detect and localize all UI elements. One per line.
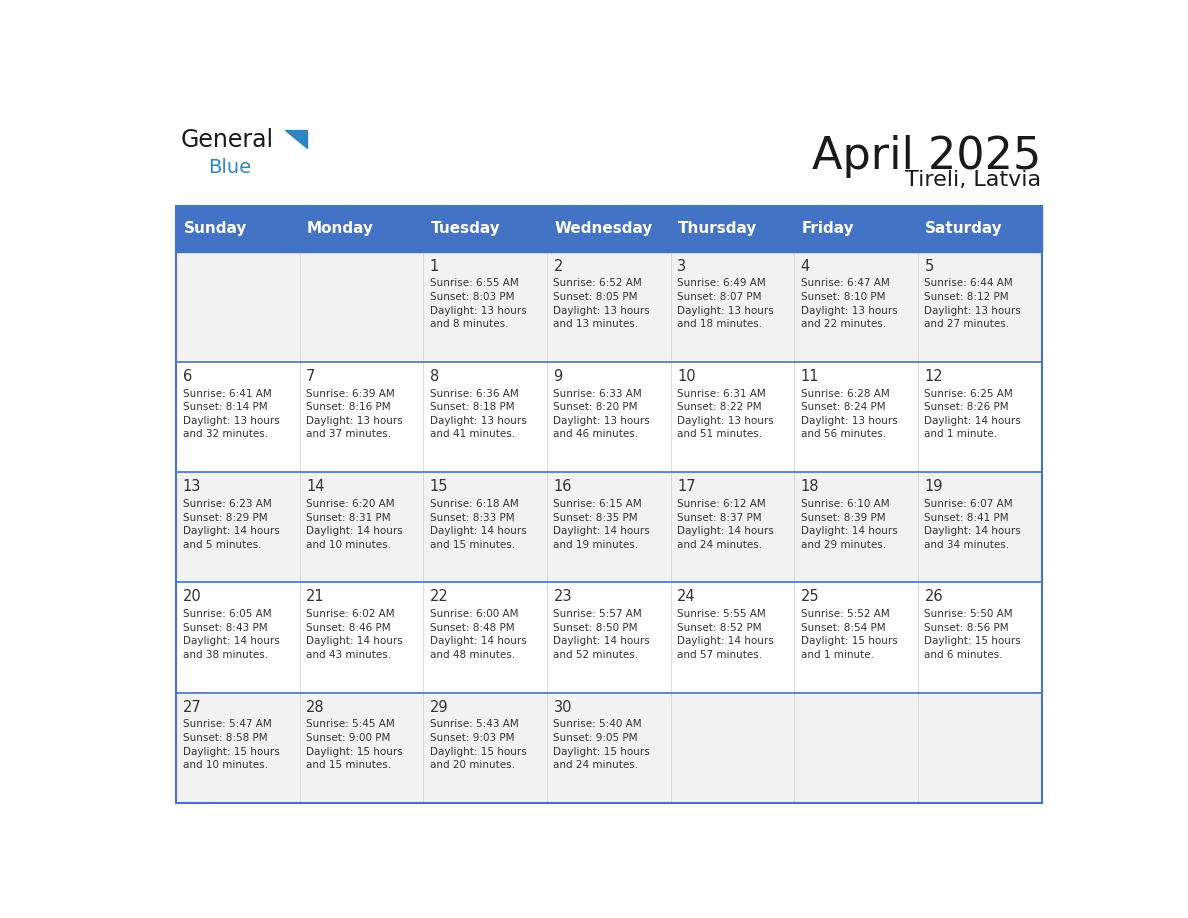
Text: Sunrise: 6:23 AM
Sunset: 8:29 PM
Daylight: 14 hours
and 5 minutes.: Sunrise: 6:23 AM Sunset: 8:29 PM Dayligh… [183,498,279,550]
Text: Sunrise: 6:00 AM
Sunset: 8:48 PM
Daylight: 14 hours
and 48 minutes.: Sunrise: 6:00 AM Sunset: 8:48 PM Dayligh… [430,610,526,660]
Text: 4: 4 [801,259,810,274]
Polygon shape [285,130,307,148]
Text: Sunrise: 5:50 AM
Sunset: 8:56 PM
Daylight: 15 hours
and 6 minutes.: Sunrise: 5:50 AM Sunset: 8:56 PM Dayligh… [924,610,1022,660]
Text: April 2025: April 2025 [813,135,1042,178]
Text: 12: 12 [924,369,943,384]
Text: 27: 27 [183,700,201,715]
Text: Sunrise: 6:28 AM
Sunset: 8:24 PM
Daylight: 13 hours
and 56 minutes.: Sunrise: 6:28 AM Sunset: 8:24 PM Dayligh… [801,388,897,440]
Text: 25: 25 [801,589,820,604]
Text: Sunrise: 6:55 AM
Sunset: 8:03 PM
Daylight: 13 hours
and 8 minutes.: Sunrise: 6:55 AM Sunset: 8:03 PM Dayligh… [430,278,526,330]
Text: Sunrise: 5:45 AM
Sunset: 9:00 PM
Daylight: 15 hours
and 15 minutes.: Sunrise: 5:45 AM Sunset: 9:00 PM Dayligh… [307,720,403,770]
Text: Sunrise: 5:52 AM
Sunset: 8:54 PM
Daylight: 15 hours
and 1 minute.: Sunrise: 5:52 AM Sunset: 8:54 PM Dayligh… [801,610,897,660]
Bar [176,252,1042,362]
Text: Sunrise: 5:43 AM
Sunset: 9:03 PM
Daylight: 15 hours
and 20 minutes.: Sunrise: 5:43 AM Sunset: 9:03 PM Dayligh… [430,720,526,770]
Text: Sunrise: 6:47 AM
Sunset: 8:10 PM
Daylight: 13 hours
and 22 minutes.: Sunrise: 6:47 AM Sunset: 8:10 PM Dayligh… [801,278,897,330]
Text: Sunrise: 5:57 AM
Sunset: 8:50 PM
Daylight: 14 hours
and 52 minutes.: Sunrise: 5:57 AM Sunset: 8:50 PM Dayligh… [554,610,650,660]
Text: 11: 11 [801,369,820,384]
Text: Sunrise: 6:39 AM
Sunset: 8:16 PM
Daylight: 13 hours
and 37 minutes.: Sunrise: 6:39 AM Sunset: 8:16 PM Dayligh… [307,388,403,440]
Text: Sunrise: 6:20 AM
Sunset: 8:31 PM
Daylight: 14 hours
and 10 minutes.: Sunrise: 6:20 AM Sunset: 8:31 PM Dayligh… [307,498,403,550]
Text: Wednesday: Wednesday [555,221,652,236]
Text: 2: 2 [554,259,563,274]
Text: Thursday: Thursday [678,221,758,236]
Text: 26: 26 [924,589,943,604]
Text: 10: 10 [677,369,696,384]
Bar [176,206,1042,252]
Text: Sunrise: 5:47 AM
Sunset: 8:58 PM
Daylight: 15 hours
and 10 minutes.: Sunrise: 5:47 AM Sunset: 8:58 PM Dayligh… [183,720,279,770]
Bar [176,582,1042,692]
Text: Sunrise: 5:55 AM
Sunset: 8:52 PM
Daylight: 14 hours
and 57 minutes.: Sunrise: 5:55 AM Sunset: 8:52 PM Dayligh… [677,610,773,660]
Text: 14: 14 [307,479,324,494]
Text: Sunrise: 6:18 AM
Sunset: 8:33 PM
Daylight: 14 hours
and 15 minutes.: Sunrise: 6:18 AM Sunset: 8:33 PM Dayligh… [430,498,526,550]
Text: Sunrise: 6:02 AM
Sunset: 8:46 PM
Daylight: 14 hours
and 43 minutes.: Sunrise: 6:02 AM Sunset: 8:46 PM Dayligh… [307,610,403,660]
Text: 28: 28 [307,700,324,715]
Text: 23: 23 [554,589,571,604]
Bar [176,692,1042,803]
Text: Sunrise: 6:10 AM
Sunset: 8:39 PM
Daylight: 14 hours
and 29 minutes.: Sunrise: 6:10 AM Sunset: 8:39 PM Dayligh… [801,498,897,550]
Text: 15: 15 [430,479,448,494]
Bar [176,362,1042,472]
Text: Sunrise: 6:25 AM
Sunset: 8:26 PM
Daylight: 14 hours
and 1 minute.: Sunrise: 6:25 AM Sunset: 8:26 PM Dayligh… [924,388,1022,440]
Text: 30: 30 [554,700,571,715]
Text: Sunrise: 6:33 AM
Sunset: 8:20 PM
Daylight: 13 hours
and 46 minutes.: Sunrise: 6:33 AM Sunset: 8:20 PM Dayligh… [554,388,650,440]
Text: Sunday: Sunday [183,221,247,236]
Text: Friday: Friday [802,221,854,236]
Text: General: General [181,128,274,151]
Text: Blue: Blue [208,158,252,177]
Text: 24: 24 [677,589,696,604]
Text: Monday: Monday [308,221,374,236]
Text: Sunrise: 6:07 AM
Sunset: 8:41 PM
Daylight: 14 hours
and 34 minutes.: Sunrise: 6:07 AM Sunset: 8:41 PM Dayligh… [924,498,1022,550]
Text: 6: 6 [183,369,191,384]
Text: Sunrise: 5:40 AM
Sunset: 9:05 PM
Daylight: 15 hours
and 24 minutes.: Sunrise: 5:40 AM Sunset: 9:05 PM Dayligh… [554,720,650,770]
Text: 19: 19 [924,479,943,494]
Text: Sunrise: 6:12 AM
Sunset: 8:37 PM
Daylight: 14 hours
and 24 minutes.: Sunrise: 6:12 AM Sunset: 8:37 PM Dayligh… [677,498,773,550]
Text: 1: 1 [430,259,440,274]
Bar [176,472,1042,582]
Text: Saturday: Saturday [925,221,1003,236]
Text: 3: 3 [677,259,687,274]
Text: 21: 21 [307,589,324,604]
Bar [176,206,1042,803]
Text: Sunrise: 6:15 AM
Sunset: 8:35 PM
Daylight: 14 hours
and 19 minutes.: Sunrise: 6:15 AM Sunset: 8:35 PM Dayligh… [554,498,650,550]
Text: 5: 5 [924,259,934,274]
Text: Tireli, Latvia: Tireli, Latvia [905,170,1042,190]
Text: Sunrise: 6:36 AM
Sunset: 8:18 PM
Daylight: 13 hours
and 41 minutes.: Sunrise: 6:36 AM Sunset: 8:18 PM Dayligh… [430,388,526,440]
Text: Sunrise: 6:05 AM
Sunset: 8:43 PM
Daylight: 14 hours
and 38 minutes.: Sunrise: 6:05 AM Sunset: 8:43 PM Dayligh… [183,610,279,660]
Text: Sunrise: 6:52 AM
Sunset: 8:05 PM
Daylight: 13 hours
and 13 minutes.: Sunrise: 6:52 AM Sunset: 8:05 PM Dayligh… [554,278,650,330]
Text: 20: 20 [183,589,201,604]
Text: 17: 17 [677,479,696,494]
Text: 9: 9 [554,369,563,384]
Text: 22: 22 [430,589,449,604]
Text: 16: 16 [554,479,571,494]
Text: Sunrise: 6:44 AM
Sunset: 8:12 PM
Daylight: 13 hours
and 27 minutes.: Sunrise: 6:44 AM Sunset: 8:12 PM Dayligh… [924,278,1022,330]
Text: 29: 29 [430,700,448,715]
Text: 13: 13 [183,479,201,494]
Text: 7: 7 [307,369,316,384]
Text: Sunrise: 6:41 AM
Sunset: 8:14 PM
Daylight: 13 hours
and 32 minutes.: Sunrise: 6:41 AM Sunset: 8:14 PM Dayligh… [183,388,279,440]
Text: Sunrise: 6:31 AM
Sunset: 8:22 PM
Daylight: 13 hours
and 51 minutes.: Sunrise: 6:31 AM Sunset: 8:22 PM Dayligh… [677,388,773,440]
Text: Tuesday: Tuesday [431,221,500,236]
Text: Sunrise: 6:49 AM
Sunset: 8:07 PM
Daylight: 13 hours
and 18 minutes.: Sunrise: 6:49 AM Sunset: 8:07 PM Dayligh… [677,278,773,330]
Text: 18: 18 [801,479,820,494]
Text: 8: 8 [430,369,440,384]
